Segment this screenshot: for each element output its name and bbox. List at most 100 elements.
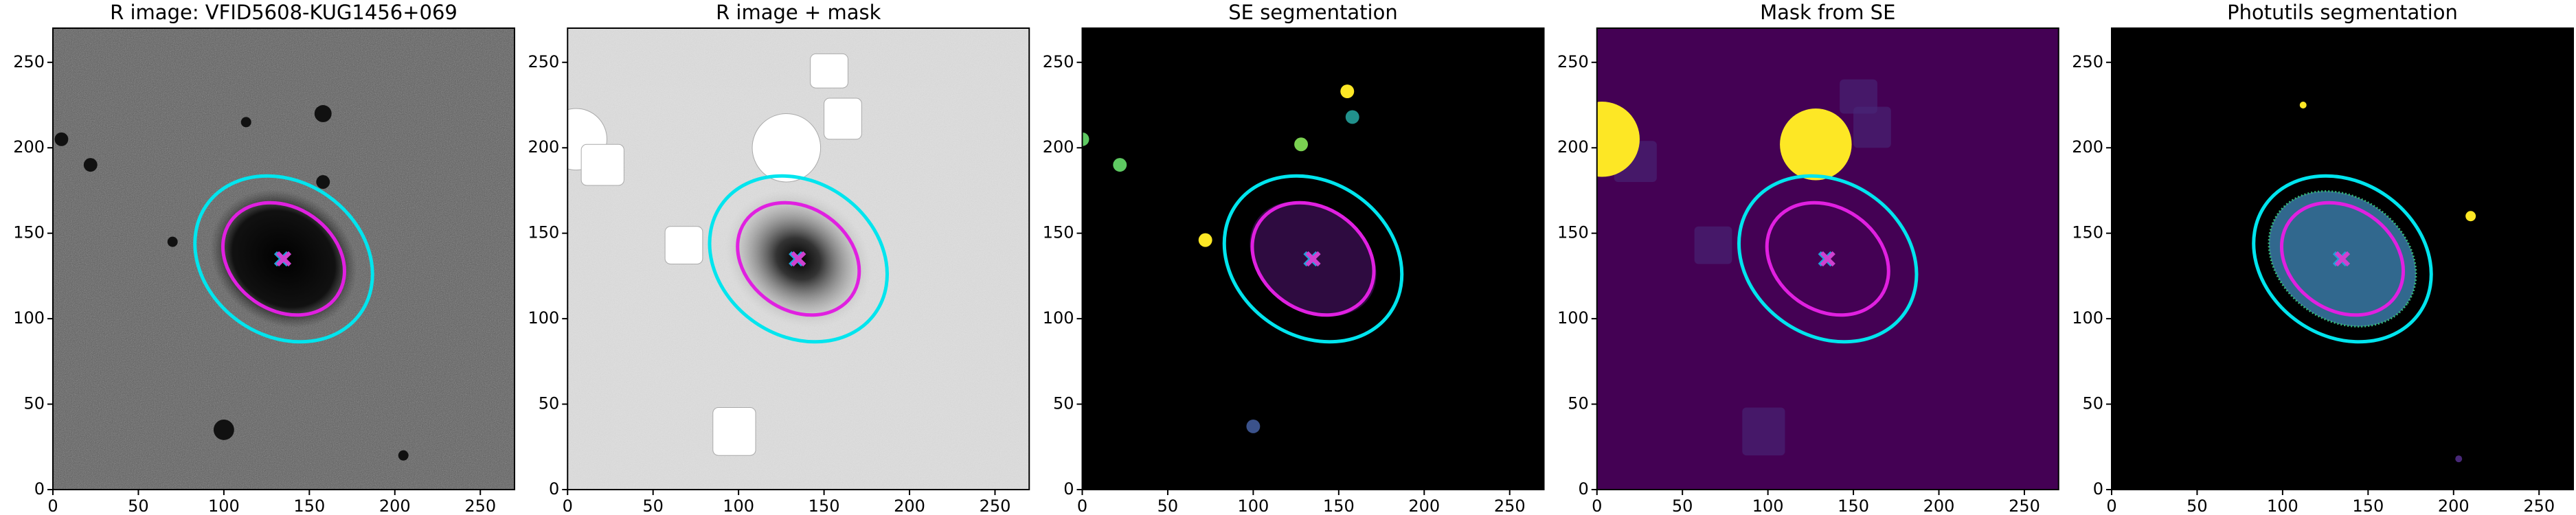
x-tick-label: 0	[47, 496, 58, 515]
x-tick-label: 0	[1592, 496, 1602, 515]
axes-frame	[1081, 27, 1545, 490]
star	[213, 419, 234, 440]
center-marker	[275, 251, 292, 267]
y-tick-label: 0	[2093, 479, 2103, 499]
y-tick-label: 50	[23, 394, 45, 413]
x-tick-label: 100	[208, 496, 240, 515]
y-tick-label: 250	[13, 52, 45, 71]
x-tick-label: 250	[2523, 496, 2555, 515]
x-tick-label: 150	[1323, 496, 1355, 515]
segment	[1345, 110, 1359, 124]
x-tick-label: 200	[1408, 496, 1440, 515]
axes-frame	[1596, 27, 2059, 490]
segment	[1294, 137, 1309, 152]
outer-ellipse	[1737, 174, 1919, 344]
panel-title: Mask from SE	[1760, 1, 1895, 24]
segment	[2455, 455, 2463, 463]
x-tick-label: 0	[1077, 496, 1087, 515]
x-tick-label: 50	[128, 496, 149, 515]
outer-ellipse	[193, 174, 374, 344]
y-tick-label: 150	[2072, 223, 2103, 242]
y-tick-label: 0	[1063, 479, 1074, 499]
panel: R image: VFID5608-KUG1456+069 0 50 100 150 20…	[13, 1, 515, 515]
y-tick-label: 50	[539, 394, 560, 413]
axes-frame	[2111, 27, 2574, 490]
y-tick-label: 50	[2082, 394, 2103, 413]
y-tick-label: 200	[2072, 137, 2103, 157]
outer-ellipse	[708, 174, 889, 344]
x-tick-label: 250	[980, 496, 1011, 515]
mask-region	[1853, 106, 1891, 148]
y-tick-label: 100	[528, 308, 559, 328]
inner-ellipse	[221, 201, 347, 317]
y-tick-label: 250	[528, 52, 559, 71]
inner-ellipse	[2279, 201, 2406, 317]
inner-ellipse	[1250, 201, 1376, 317]
mask-region	[810, 53, 848, 89]
panel: Photutils segmentation 0 50 100 150 200 250 0 50…	[2072, 1, 2574, 515]
star	[240, 117, 251, 128]
center-marker	[1305, 251, 1321, 267]
y-tick-label: 150	[1043, 223, 1074, 242]
panel-title: R image + mask	[716, 1, 881, 24]
segment	[2299, 102, 2307, 108]
panel: Mask from SE 0 50 100 150 200 250 0 50 100 150 200 2…	[1557, 1, 2059, 515]
x-tick-label: 150	[809, 496, 840, 515]
image	[1596, 28, 2059, 490]
y-tick-label: 0	[549, 479, 559, 499]
x-tick-label: 250	[1494, 496, 1526, 515]
outer-ellipse	[2252, 174, 2433, 344]
x-tick-label: 0	[563, 496, 573, 515]
star	[83, 158, 98, 172]
panel-title: SE segmentation	[1228, 1, 1397, 24]
y-tick-label: 250	[2072, 52, 2103, 71]
y-tick-label: 50	[1568, 394, 1589, 413]
x-tick-label: 50	[1157, 496, 1179, 515]
center-marker	[2334, 251, 2351, 267]
center-marker	[1820, 251, 1835, 267]
y-tick-label: 200	[528, 137, 559, 157]
x-tick-label: 150	[2352, 496, 2384, 515]
x-tick-label: 100	[723, 496, 754, 515]
mask-region	[1780, 108, 1852, 181]
y-tick-label: 100	[1557, 308, 1589, 328]
axes-frame	[567, 27, 1030, 490]
y-tick-label: 0	[1578, 479, 1588, 499]
y-tick-label: 100	[2072, 308, 2103, 328]
mask-region	[1694, 226, 1732, 264]
image	[567, 28, 1030, 490]
inner-ellipse	[736, 201, 861, 317]
x-tick-label: 100	[1237, 496, 1269, 515]
mask-region	[580, 144, 624, 186]
segment	[1082, 132, 1089, 146]
segment	[1340, 84, 1355, 99]
x-tick-label: 50	[2187, 496, 2208, 515]
x-tick-label: 150	[293, 496, 325, 515]
star	[316, 175, 330, 189]
y-tick-label: 250	[1043, 52, 1074, 71]
y-tick-label: 150	[528, 223, 559, 242]
segment	[1198, 233, 1212, 247]
y-tick-label: 250	[1557, 52, 1589, 71]
panel-title: R image: VFID5608-KUG1456+069	[110, 1, 457, 24]
x-tick-label: 250	[2009, 496, 2040, 515]
y-tick-label: 0	[34, 479, 45, 499]
y-tick-label: 200	[1043, 137, 1074, 157]
panel: SE segmentation 0 50 100 150 200 250 0 50 100 150 2…	[1043, 1, 1545, 515]
x-tick-label: 150	[1838, 496, 1869, 515]
y-tick-label: 100	[1043, 308, 1074, 328]
x-tick-label: 0	[2106, 496, 2116, 515]
mask-region	[664, 226, 703, 264]
segment	[2465, 211, 2476, 222]
axes-frame	[52, 27, 515, 490]
star	[398, 450, 409, 461]
center-marker	[791, 251, 806, 267]
x-tick-label: 50	[1672, 496, 1693, 515]
outer-ellipse	[1222, 174, 1404, 344]
inner-ellipse	[1765, 201, 1890, 317]
x-tick-label: 100	[1752, 496, 1784, 515]
panel: R image + mask 0 50 100 150 200 250 0 50 100 150 20…	[528, 1, 1030, 515]
y-tick-label: 200	[13, 137, 45, 157]
panel-title: Photutils segmentation	[2227, 1, 2458, 24]
y-tick-label: 50	[1053, 394, 1074, 413]
